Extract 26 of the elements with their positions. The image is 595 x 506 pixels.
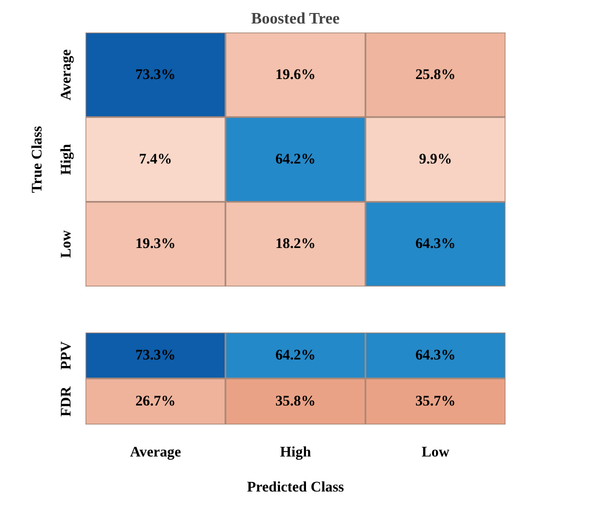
chart-title: Boosted Tree	[251, 10, 340, 28]
data-label: 35.8%	[275, 394, 316, 410]
data-label: 26.7%	[135, 394, 176, 410]
x-tick-label: High	[280, 444, 311, 460]
data-label: 35.7%	[415, 394, 456, 410]
data-label: 25.8%	[415, 66, 456, 83]
data-label: 7.4%	[139, 152, 172, 168]
y-axis-title: True Class	[30, 126, 46, 193]
y-tick-label: Low	[58, 230, 74, 258]
y-tick-label: Average	[58, 48, 74, 100]
data-label: 73.3%	[135, 66, 176, 83]
data-label: 64.3%	[415, 236, 456, 252]
data-label: 64.2%	[275, 152, 316, 168]
x-tick-label: Average	[130, 444, 182, 460]
data-label: 9.9%	[419, 152, 452, 168]
y-tick-label: PPV	[58, 340, 74, 370]
y-tick-label: High	[58, 144, 74, 175]
data-label: 73.3%	[135, 348, 176, 364]
data-label: 19.3%	[135, 236, 176, 252]
x-tick-label: Low	[422, 444, 450, 460]
y-tick-label: FDR	[58, 386, 74, 417]
data-label: 19.6%	[275, 66, 316, 83]
data-label: 18.2%	[275, 236, 316, 252]
x-axis-title: Predicted Class	[246, 480, 344, 496]
data-label: 64.2%	[275, 348, 316, 364]
data-label: 64.3%	[415, 348, 456, 364]
